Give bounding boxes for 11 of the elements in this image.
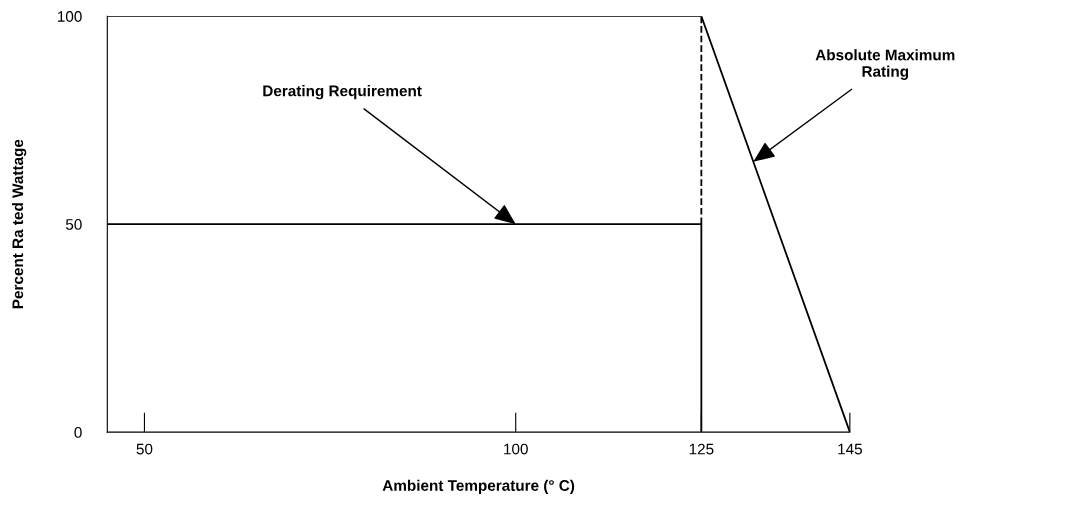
y-tick-label: 50: [65, 219, 82, 230]
annotation: Derating Requirement: [263, 85, 422, 100]
x-tick-label: 100: [504, 443, 528, 455]
x-tick-label: 50: [136, 443, 153, 455]
y-tick-label: 100: [57, 11, 82, 22]
x-tick-label: 125: [689, 443, 714, 455]
y-axis-title: Percent Ra ted Wattage: [11, 139, 27, 309]
x-tick-label: 145: [838, 443, 862, 455]
annotation: Absolute Maximum Rating: [815, 49, 955, 80]
y-tick-label: 0: [74, 426, 82, 438]
x-axis-title: Ambient Temperature (° C): [382, 479, 575, 494]
